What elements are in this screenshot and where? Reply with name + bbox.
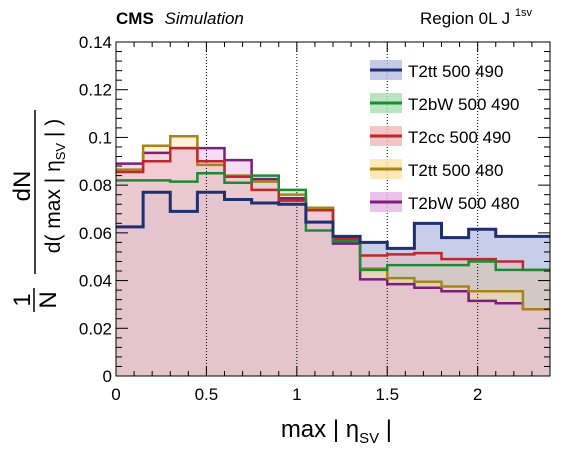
y-label-denominator: d( max | ηSV | ): [42, 119, 68, 253]
series-line-t2bw-500-490-1: [116, 171, 550, 272]
header-left: CMS Simulation: [116, 9, 244, 28]
x-axis: 0 0.5 1 1.5 2: [111, 42, 533, 404]
y-axis-label: 1 N dN d( max | ηSV | ): [9, 110, 68, 312]
y-tick-label: 0.06: [79, 224, 112, 243]
header-region-sup: 1sv: [515, 7, 533, 19]
y-tick-label: 0.08: [79, 176, 112, 195]
x-tick-label: 1.5: [375, 385, 399, 404]
series-line-t2tt-500-490-0: [116, 190, 550, 250]
legend: T2tt 500 490 T2bW 500 490 T2cc 500 490 T2tt…: [370, 60, 520, 213]
legend-label-t2cc-500-490-2: T2cc 500 490: [408, 128, 511, 147]
series-line-t2cc-500-490-2: [116, 146, 550, 272]
series-fill-t2bw-500-490-1: [116, 173, 550, 376]
header-simulation: Simulation: [165, 9, 244, 28]
legend-label-t2tt-500-490-0: T2tt 500 490: [408, 62, 503, 81]
series-line-t2tt-500-480-3: [116, 134, 550, 311]
header-cms: CMS: [116, 9, 154, 28]
legend-label-t2tt-500-480-3: T2tt 500 480: [408, 161, 503, 180]
y-axis: 0 0.02 0.04 0.06 0.08 0.1 0.12 0.14: [79, 33, 550, 386]
series-lines: [116, 134, 550, 311]
header-right: Region 0L J 1sv: [420, 7, 532, 28]
legend-label-t2bw-500-490-1: T2bW 500 490: [408, 95, 520, 114]
x-tick-label: 0.5: [195, 385, 219, 404]
legend-label-t2bw-500-480-4: T2bW 500 480: [408, 194, 520, 213]
y-tick-label: 0.02: [79, 319, 112, 338]
header-region: Region 0L J: [420, 9, 510, 28]
y-tick-label: 0.04: [79, 272, 112, 291]
y-tick-label: 0.1: [88, 128, 112, 147]
y-label-dn: dN: [9, 171, 36, 202]
y-tick-label: 0.14: [79, 33, 112, 52]
x-tick-label: 1: [292, 385, 301, 404]
y-label-one: 1: [9, 293, 36, 306]
series-fill-t2bw-500-480-4: [116, 148, 550, 376]
x-axis-label: max | ηSV |: [281, 416, 392, 447]
y-label-n: N: [35, 291, 62, 308]
series-fills: [116, 136, 550, 376]
series-fill-t2cc-500-490-2: [116, 148, 550, 376]
x-tick-label: 0: [111, 385, 120, 404]
y-tick-label: 0: [103, 367, 112, 386]
x-tick-label: 2: [473, 385, 482, 404]
y-tick-label: 0.12: [79, 81, 112, 100]
